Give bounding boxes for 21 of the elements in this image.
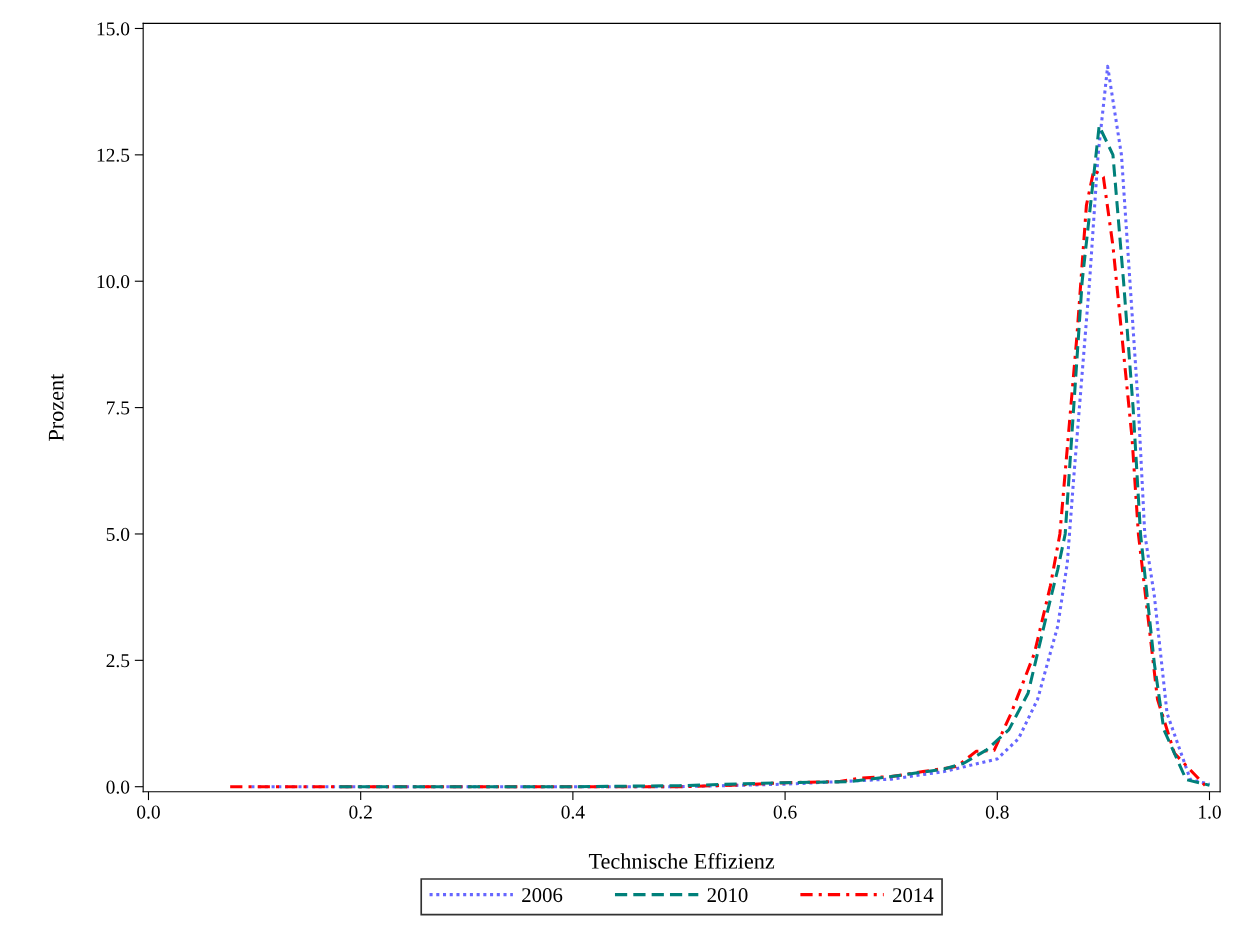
y-tick-label: 0.0 — [106, 780, 130, 794]
y-tick-label: 7.5 — [106, 401, 130, 415]
line-series — [249, 64, 1212, 789]
legend-label: 2010 — [707, 888, 748, 903]
x-tick-label: 0.6 — [773, 805, 797, 819]
y-tick-label: 2.5 — [106, 654, 130, 668]
y-tick-label: 12.5 — [97, 148, 130, 162]
x-tick-label: 0.2 — [349, 805, 372, 819]
x-tick-label: 0.0 — [137, 805, 160, 819]
x-tick-label: 1.0 — [1199, 805, 1221, 819]
y-tick-label: 15.0 — [97, 22, 130, 36]
x-axis-title: Technische Effizienz — [588, 852, 775, 869]
y-tick-label: 5.0 — [106, 527, 130, 541]
line-series — [337, 124, 1212, 789]
x-tick-label: 0.8 — [985, 805, 1009, 819]
y-tick-label: 10.0 — [97, 275, 130, 289]
line-series — [228, 168, 1208, 789]
x-tick-label: 0.4 — [561, 805, 585, 819]
legend-label: 2014 — [892, 888, 934, 903]
legend-label: 2006 — [522, 888, 563, 903]
y-axis-title: Prozent — [48, 373, 64, 441]
